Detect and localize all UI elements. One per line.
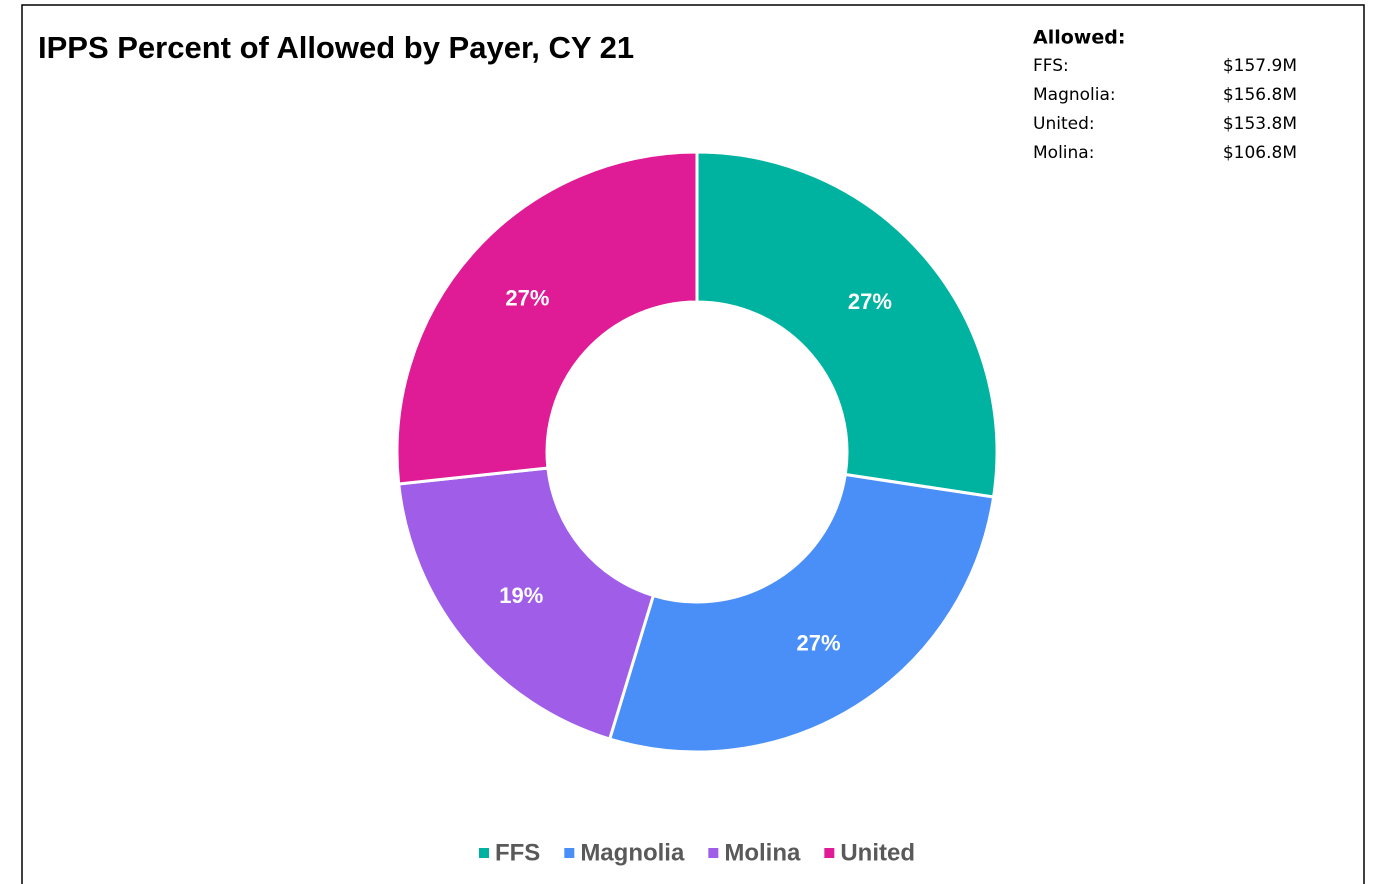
annotation-label: United:: [1033, 114, 1095, 134]
data-label: 19%: [499, 583, 543, 608]
donut-slice: [695, 150, 999, 499]
chart-title: IPPS Percent of Allowed by Payer, CY 21: [38, 30, 634, 65]
annotation-value: $156.8M: [1223, 85, 1297, 105]
legend-label: FFS: [495, 839, 540, 866]
data-label: 27%: [797, 631, 841, 656]
annotation-label: FFS:: [1033, 56, 1069, 76]
donut-slice: [607, 472, 996, 754]
legend-swatch: [478, 848, 489, 858]
donut-slice: [397, 466, 656, 741]
legend-swatch: [564, 848, 575, 858]
annotation-value: $106.8M: [1223, 143, 1297, 163]
donut-slice: [395, 150, 699, 486]
annotation-label: Magnolia:: [1033, 85, 1116, 105]
annotation-title: Allowed:: [1033, 27, 1125, 49]
legend-label: Molina: [724, 839, 801, 866]
data-label: 27%: [848, 289, 892, 314]
legend-swatch: [824, 848, 835, 858]
legend-label: United: [840, 839, 915, 866]
legend-swatch: [708, 848, 719, 858]
annotation-label: Molina:: [1033, 143, 1094, 163]
annotation-value: $157.9M: [1223, 56, 1297, 76]
data-label: 27%: [505, 285, 549, 310]
annotation-value: $153.8M: [1223, 114, 1297, 134]
legend-label: Magnolia: [580, 839, 685, 866]
